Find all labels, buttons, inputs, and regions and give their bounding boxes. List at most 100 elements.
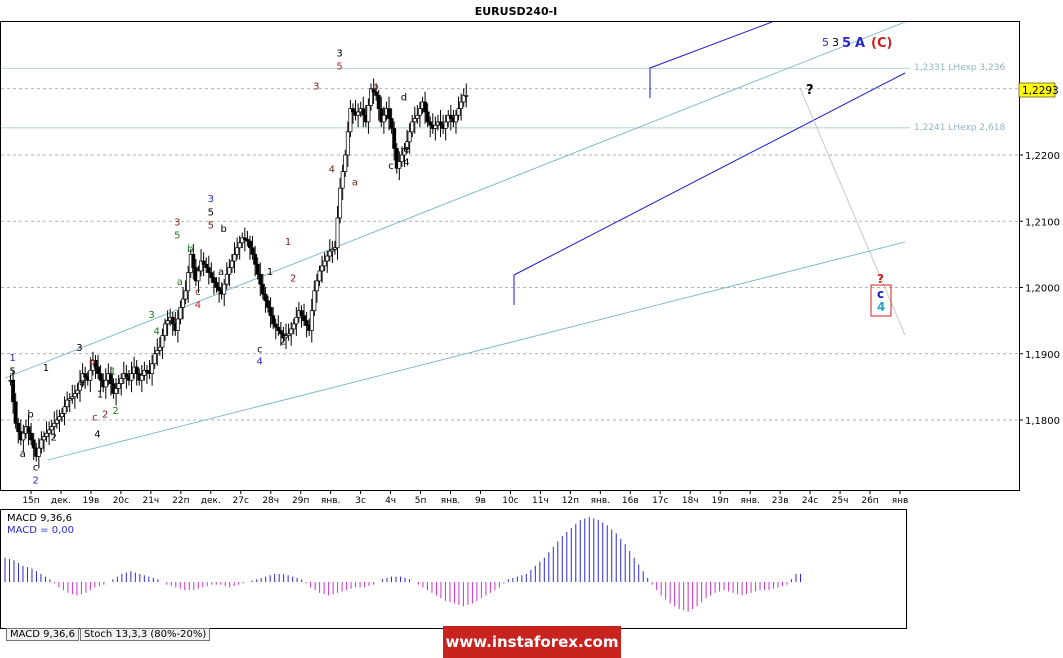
x-tick-label: 23в <box>772 496 789 506</box>
target-4: 4 <box>877 300 885 314</box>
candle-body <box>304 320 309 326</box>
candle-body <box>157 346 162 351</box>
wave-label: 3 <box>148 310 154 321</box>
indicator-tabs: MACD 9,36,6 Stoch 13,3,3 (80%-20%) <box>6 628 211 641</box>
x-tick-label: 15п <box>22 496 39 506</box>
candle-body <box>119 378 124 384</box>
candle-body <box>461 95 466 103</box>
wave-label: 3 <box>208 194 214 205</box>
tab-macd[interactable]: MACD 9,36,6 <box>6 628 79 641</box>
wave-label: 4 <box>403 158 409 169</box>
candle-body <box>199 260 203 272</box>
candle-body <box>49 426 54 431</box>
y-tick-label: 1,1900 <box>1025 350 1060 361</box>
wave-label: a <box>352 178 358 189</box>
candle-body <box>273 323 278 328</box>
x-tick-label: 18ч <box>682 496 699 506</box>
candle-body <box>417 108 422 116</box>
x-tick-label: янв. <box>740 496 759 506</box>
candle-body <box>317 270 322 282</box>
wave-label: e <box>403 144 409 155</box>
wave-label: 5 <box>208 207 214 218</box>
candle-body <box>175 318 180 331</box>
chart-title: EURUSD240-I <box>475 5 558 18</box>
candle-body <box>454 114 458 123</box>
current-price-value: 1,2293 <box>1022 85 1059 97</box>
candle-body <box>209 272 214 278</box>
wave-label: a <box>218 267 224 278</box>
wave-label: b <box>187 244 193 255</box>
fib-label-3236: 1,2331 LHexp 3,236 <box>914 63 1005 73</box>
candle-body <box>124 373 129 378</box>
candle-body <box>181 298 185 308</box>
fib-label-2618: 1,2241 LHexp 2,618 <box>914 123 1005 133</box>
candle-body <box>428 121 433 126</box>
x-tick-label: 20с <box>113 496 129 506</box>
candle-body <box>13 401 18 424</box>
wave-label: c <box>388 161 394 172</box>
wave-label: c <box>257 344 263 355</box>
x-tick-label: 27с <box>233 496 249 506</box>
candle-body <box>266 300 270 308</box>
candle-body <box>399 154 404 162</box>
wave-label: c <box>92 413 98 424</box>
wave-label: c <box>195 287 201 298</box>
wave-label: 1 <box>97 390 103 401</box>
candle-body <box>142 369 147 376</box>
wave-label: b <box>27 409 33 420</box>
candle-body <box>134 366 139 374</box>
candle-body <box>242 237 247 240</box>
candle-body <box>330 249 335 252</box>
x-tick-label: 9в <box>475 496 486 506</box>
candle-body <box>438 121 443 126</box>
candle-body <box>291 323 296 330</box>
wave-label: 3 <box>313 81 319 92</box>
candle-body <box>312 290 317 312</box>
candle-body <box>211 277 216 283</box>
candle-body <box>145 369 149 373</box>
wave-label: 3 <box>174 217 180 228</box>
candle-body <box>62 406 67 414</box>
macd-panel <box>0 509 907 629</box>
candle-body <box>139 374 144 381</box>
top-label-5b: 5 <box>842 36 851 51</box>
candle-body <box>52 422 57 427</box>
candle-body <box>75 389 80 394</box>
candle-body <box>72 393 77 398</box>
wave-label: 1 <box>9 353 15 364</box>
candle-body <box>423 101 428 113</box>
wave-label: 4 <box>154 327 160 338</box>
candle-body <box>114 388 119 394</box>
candle-body <box>381 114 386 123</box>
candle-body <box>240 237 245 244</box>
candle-body <box>286 333 291 336</box>
x-tick-label: дек. <box>201 496 221 506</box>
candle-body <box>333 247 337 250</box>
candle-body <box>129 373 134 381</box>
candle-body <box>345 131 350 156</box>
candle-body <box>214 282 219 288</box>
candle-body <box>235 247 240 255</box>
candle-body <box>309 310 314 331</box>
candle-body <box>108 373 113 384</box>
candle-body <box>351 108 355 113</box>
wave-label: 1 <box>267 267 273 278</box>
wave-label: 2 <box>102 409 108 420</box>
candle-body <box>57 416 62 421</box>
channel-lower-light <box>47 241 906 461</box>
wave-label: b <box>372 81 378 92</box>
candle-body <box>170 316 175 325</box>
x-tick-label: янв. <box>441 496 460 506</box>
tab-stoch[interactable]: Stoch 13,3,3 (80%-20%) <box>79 628 211 641</box>
candle-body <box>258 273 263 285</box>
candle-body <box>42 436 46 441</box>
wave-label: 5 <box>208 221 214 232</box>
candle-body <box>433 124 438 129</box>
candle-body <box>230 260 234 268</box>
wave-label: 2 <box>290 274 296 285</box>
candle-body <box>327 250 332 257</box>
candle-body <box>248 240 252 249</box>
wave-label: c <box>33 462 39 473</box>
x-tick-label: 5п <box>415 496 427 506</box>
